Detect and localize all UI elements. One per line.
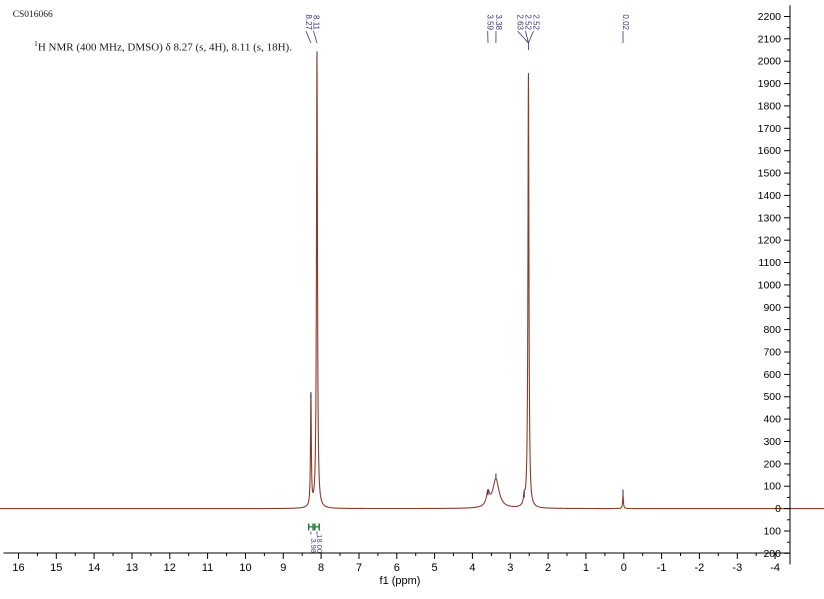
svg-text:11: 11: [202, 562, 213, 574]
svg-text:0: 0: [775, 503, 781, 515]
svg-text:1900: 1900: [758, 78, 782, 90]
svg-text:2: 2: [545, 562, 551, 574]
svg-text:8.11: 8.11: [312, 15, 321, 31]
svg-text:1500: 1500: [758, 168, 782, 180]
svg-text:1400: 1400: [758, 190, 782, 202]
svg-text:300: 300: [763, 436, 781, 448]
svg-text:3.59: 3.59: [486, 14, 495, 30]
svg-text:1800: 1800: [758, 100, 782, 112]
svg-text:2000: 2000: [758, 56, 782, 68]
svg-text:200: 200: [763, 548, 781, 560]
svg-text:18.00: 18.00: [315, 534, 324, 553]
svg-text:800: 800: [763, 324, 781, 336]
svg-text:1700: 1700: [758, 123, 782, 135]
svg-text:200: 200: [763, 458, 781, 470]
svg-text:10: 10: [239, 562, 251, 574]
svg-text:14: 14: [88, 562, 100, 574]
svg-text:600: 600: [763, 369, 781, 381]
svg-text:-2: -2: [695, 562, 705, 574]
svg-text:2200: 2200: [758, 11, 782, 23]
svg-text:6: 6: [394, 562, 400, 574]
svg-text:2.63: 2.63: [516, 14, 525, 30]
svg-text:12: 12: [164, 562, 176, 574]
svg-text:2.52: 2.52: [532, 14, 541, 30]
svg-text:1600: 1600: [758, 145, 782, 157]
svg-text:500: 500: [763, 391, 781, 403]
svg-text:1200: 1200: [758, 235, 782, 247]
svg-text:1000: 1000: [758, 279, 782, 291]
svg-text:2100: 2100: [758, 33, 782, 45]
svg-text:100: 100: [763, 526, 781, 538]
svg-text:-1: -1: [657, 562, 667, 574]
svg-text:900: 900: [763, 302, 781, 314]
svg-text:-3: -3: [732, 562, 742, 574]
svg-text:3: 3: [507, 562, 513, 574]
svg-text:f1 (ppm): f1 (ppm): [380, 575, 421, 587]
svg-text:1: 1: [583, 562, 589, 574]
svg-text:700: 700: [763, 347, 781, 359]
svg-text:13: 13: [126, 562, 138, 574]
svg-text:2.52: 2.52: [524, 14, 533, 30]
svg-text:400: 400: [763, 414, 781, 426]
svg-text:-4: -4: [770, 562, 780, 574]
svg-text:0.02: 0.02: [621, 14, 630, 30]
svg-text:1100: 1100: [758, 257, 781, 269]
svg-text:15: 15: [50, 562, 62, 574]
svg-text:5: 5: [432, 562, 438, 574]
svg-text:0: 0: [621, 562, 627, 574]
svg-text:3.38: 3.38: [494, 14, 503, 30]
svg-text:100: 100: [763, 481, 781, 493]
svg-text:4: 4: [469, 562, 475, 574]
svg-text:1300: 1300: [758, 212, 782, 224]
svg-text:7: 7: [356, 562, 362, 574]
svg-text:16: 16: [12, 562, 24, 574]
svg-text:9: 9: [280, 562, 286, 574]
svg-text:8: 8: [318, 562, 324, 574]
